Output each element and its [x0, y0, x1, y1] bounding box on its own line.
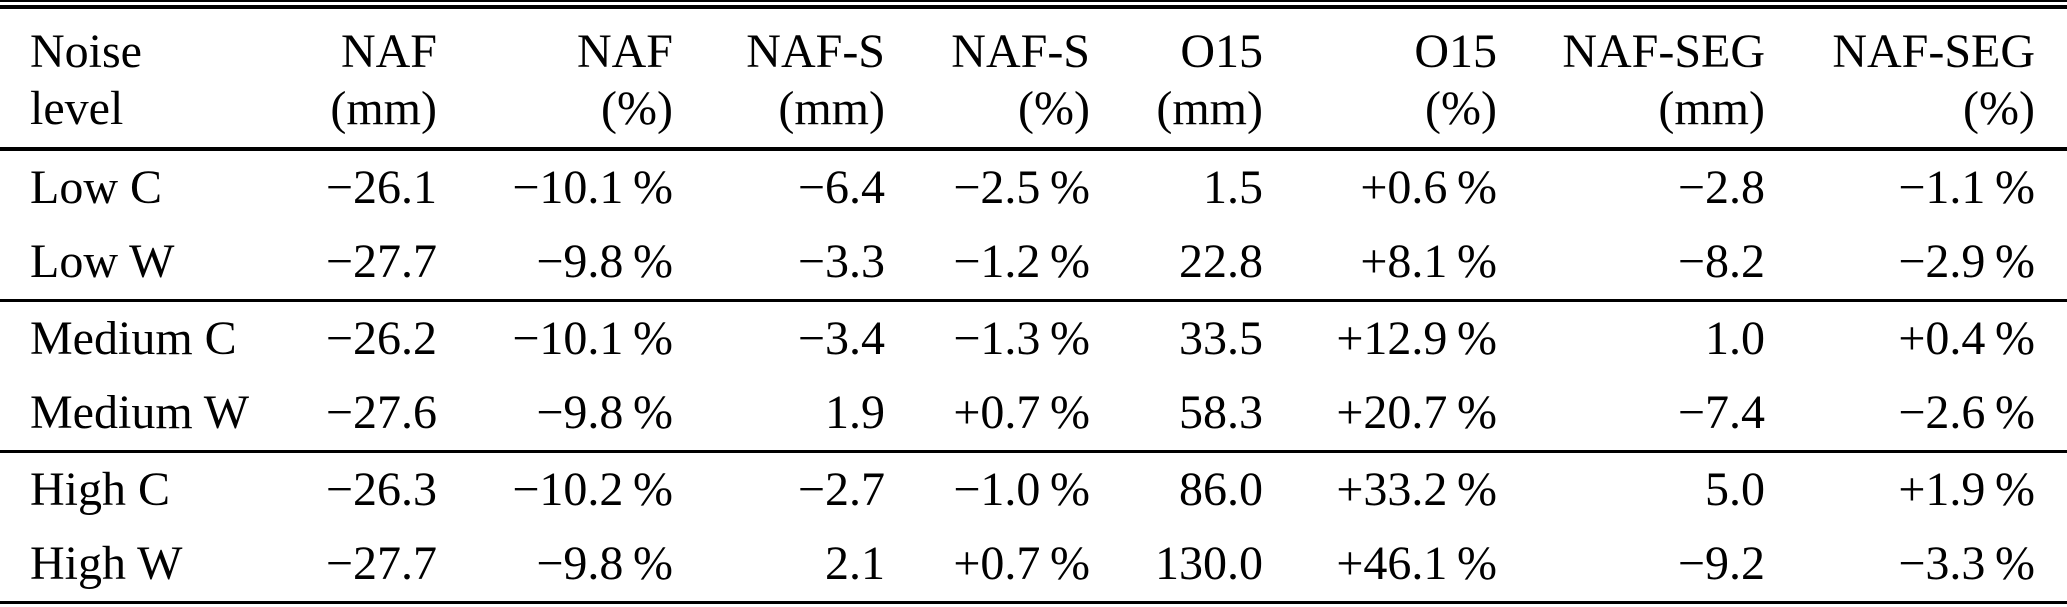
table-cell: −9.8 %	[437, 376, 673, 453]
table-cell: −2.9 %	[1765, 225, 2067, 302]
table-cell: −27.6	[310, 376, 437, 453]
table-row-low-w: Low W −27.7 −9.8 % −3.3 −1.2 % 22.8 +8.1…	[0, 225, 2067, 302]
row-label: Low C	[30, 161, 162, 214]
table-cell: +0.7 %	[885, 376, 1090, 453]
col-header-o15-pct: O15 (%)	[1263, 9, 1497, 151]
table-cell: −10.1 %	[512, 161, 673, 214]
table-cell: 2.1	[673, 527, 885, 604]
table-cell: −27.7	[310, 225, 437, 302]
header-line2: (mm)	[1156, 82, 1263, 135]
table-cell: −1.0 %	[953, 463, 1090, 516]
col-header-nafs-mm: NAF-S (mm)	[673, 9, 885, 151]
row-label: Low W	[0, 225, 310, 302]
header-line1: Noise	[30, 25, 142, 78]
table-cell: −10.2 %	[512, 463, 673, 516]
top-rule-gap	[0, 2, 2067, 5]
table-cell: 130.0	[1090, 527, 1263, 604]
table-cell: +46.1 %	[1263, 527, 1497, 604]
table-cell: −2.5 %	[953, 161, 1090, 214]
col-header-naf-pct: NAF (%)	[437, 9, 673, 151]
table-cell: −1.2 %	[885, 225, 1090, 302]
table-cell: −26.2	[325, 312, 437, 365]
header-line1: NAF-S	[746, 25, 885, 78]
header-line1: NAF-S	[951, 25, 1090, 78]
table-cell: −9.8 %	[437, 225, 673, 302]
group-medium-noise: Medium C −26.2 −10.1 % −3.4 −1.3 % 33.5 …	[0, 301, 2067, 453]
table-cell: +8.1 %	[1263, 225, 1497, 302]
table-row-low-c: Low C −26.1 −10.1 % −6.4 −2.5 % 1.5 +0.6…	[0, 149, 2067, 225]
table-cell: −2.7	[797, 463, 885, 516]
group-high-noise: High C −26.3 −10.2 % −2.7 −1.0 % 86.0 +3…	[0, 452, 2067, 604]
table-cell: 1.9	[673, 376, 885, 453]
table-cell: −2.6 %	[1765, 376, 2067, 453]
table-cell: −3.3 %	[1765, 527, 2067, 604]
col-header-o15-mm: O15 (mm)	[1090, 9, 1263, 151]
table-cell: −1.1 %	[1898, 161, 2035, 214]
table-row-high-w: High W −27.7 −9.8 % 2.1 +0.7 % 130.0 +46…	[0, 527, 2067, 604]
header-line1: NAF-SEG	[1562, 25, 1765, 78]
table-cell: −1.3 %	[953, 312, 1090, 365]
header-line2: (%)	[1425, 82, 1497, 135]
header-line1: NAF	[576, 25, 673, 78]
table-cell: +33.2 %	[1336, 463, 1497, 516]
row-label: Medium C	[30, 312, 237, 365]
table-cell: 86.0	[1179, 463, 1263, 516]
table-cell: +0.4 %	[1898, 312, 2035, 365]
col-header-nafseg-pct: NAF-SEG (%)	[1765, 9, 2067, 151]
table-cell: 5.0	[1705, 463, 1765, 516]
table-cell: −26.1	[325, 161, 437, 214]
table-cell: −9.2	[1497, 527, 1765, 604]
header-row: Noise level NAF (mm) NAF (%) NAF-S (mm) …	[0, 9, 2067, 151]
header-line2: level	[30, 82, 124, 135]
table-cell: −8.2	[1497, 225, 1765, 302]
row-label: High W	[0, 527, 310, 604]
table-cell: −3.4	[797, 312, 885, 365]
table-cell: 22.8	[1090, 225, 1263, 302]
header-line2: (mm)	[1658, 82, 1765, 135]
table-cell: −7.4	[1497, 376, 1765, 453]
table-cell: +1.9 %	[1898, 463, 2035, 516]
table-cell: 58.3	[1090, 376, 1263, 453]
col-header-nafseg-mm: NAF-SEG (mm)	[1497, 9, 1765, 151]
col-header-nafs-pct: NAF-S (%)	[885, 9, 1090, 151]
table-cell: −10.1 %	[512, 312, 673, 365]
header-line1: O15	[1414, 25, 1497, 78]
table-row-medium-c: Medium C −26.2 −10.1 % −3.4 −1.3 % 33.5 …	[0, 301, 2067, 377]
table-cell: 1.5	[1203, 161, 1263, 214]
table-cell: −26.3	[325, 463, 437, 516]
row-label: Medium W	[0, 376, 310, 453]
top-rule-outer	[0, 0, 2067, 2]
col-header-naf-mm: NAF (mm)	[310, 9, 437, 151]
header-line2: (%)	[1963, 82, 2035, 135]
table-cell: +12.9 %	[1336, 312, 1497, 365]
table-cell: +0.6 %	[1360, 161, 1497, 214]
header-line2: (%)	[1018, 82, 1090, 135]
table-cell: 33.5	[1179, 312, 1263, 365]
group-low-noise: Low C −26.1 −10.1 % −6.4 −2.5 % 1.5 +0.6…	[0, 149, 2067, 302]
table-cell: +0.7 %	[885, 527, 1090, 604]
table-cell: −6.4	[797, 161, 885, 214]
table-row-high-c: High C −26.3 −10.2 % −2.7 −1.0 % 86.0 +3…	[0, 452, 2067, 528]
table-cell: +20.7 %	[1263, 376, 1497, 453]
header-line2: (%)	[601, 82, 673, 135]
header-line2: (mm)	[778, 82, 885, 135]
top-rule-inner	[0, 5, 2067, 9]
table-cell: 1.0	[1705, 312, 1765, 365]
results-table: Noise level NAF (mm) NAF (%) NAF-S (mm) …	[0, 9, 2067, 604]
header-line2: (mm)	[330, 82, 437, 135]
table-row-medium-w: Medium W −27.6 −9.8 % 1.9 +0.7 % 58.3 +2…	[0, 376, 2067, 453]
header-line1: O15	[1180, 25, 1263, 78]
col-header-noise-level: Noise level	[0, 9, 310, 151]
table-cell: −3.3	[673, 225, 885, 302]
table-cell: −9.8 %	[437, 527, 673, 604]
header-line1: NAF-SEG	[1832, 25, 2035, 78]
header-line1: NAF	[340, 25, 437, 78]
row-label: High C	[30, 463, 171, 516]
table-cell: −2.8	[1677, 161, 1765, 214]
table-cell: −27.7	[310, 527, 437, 604]
